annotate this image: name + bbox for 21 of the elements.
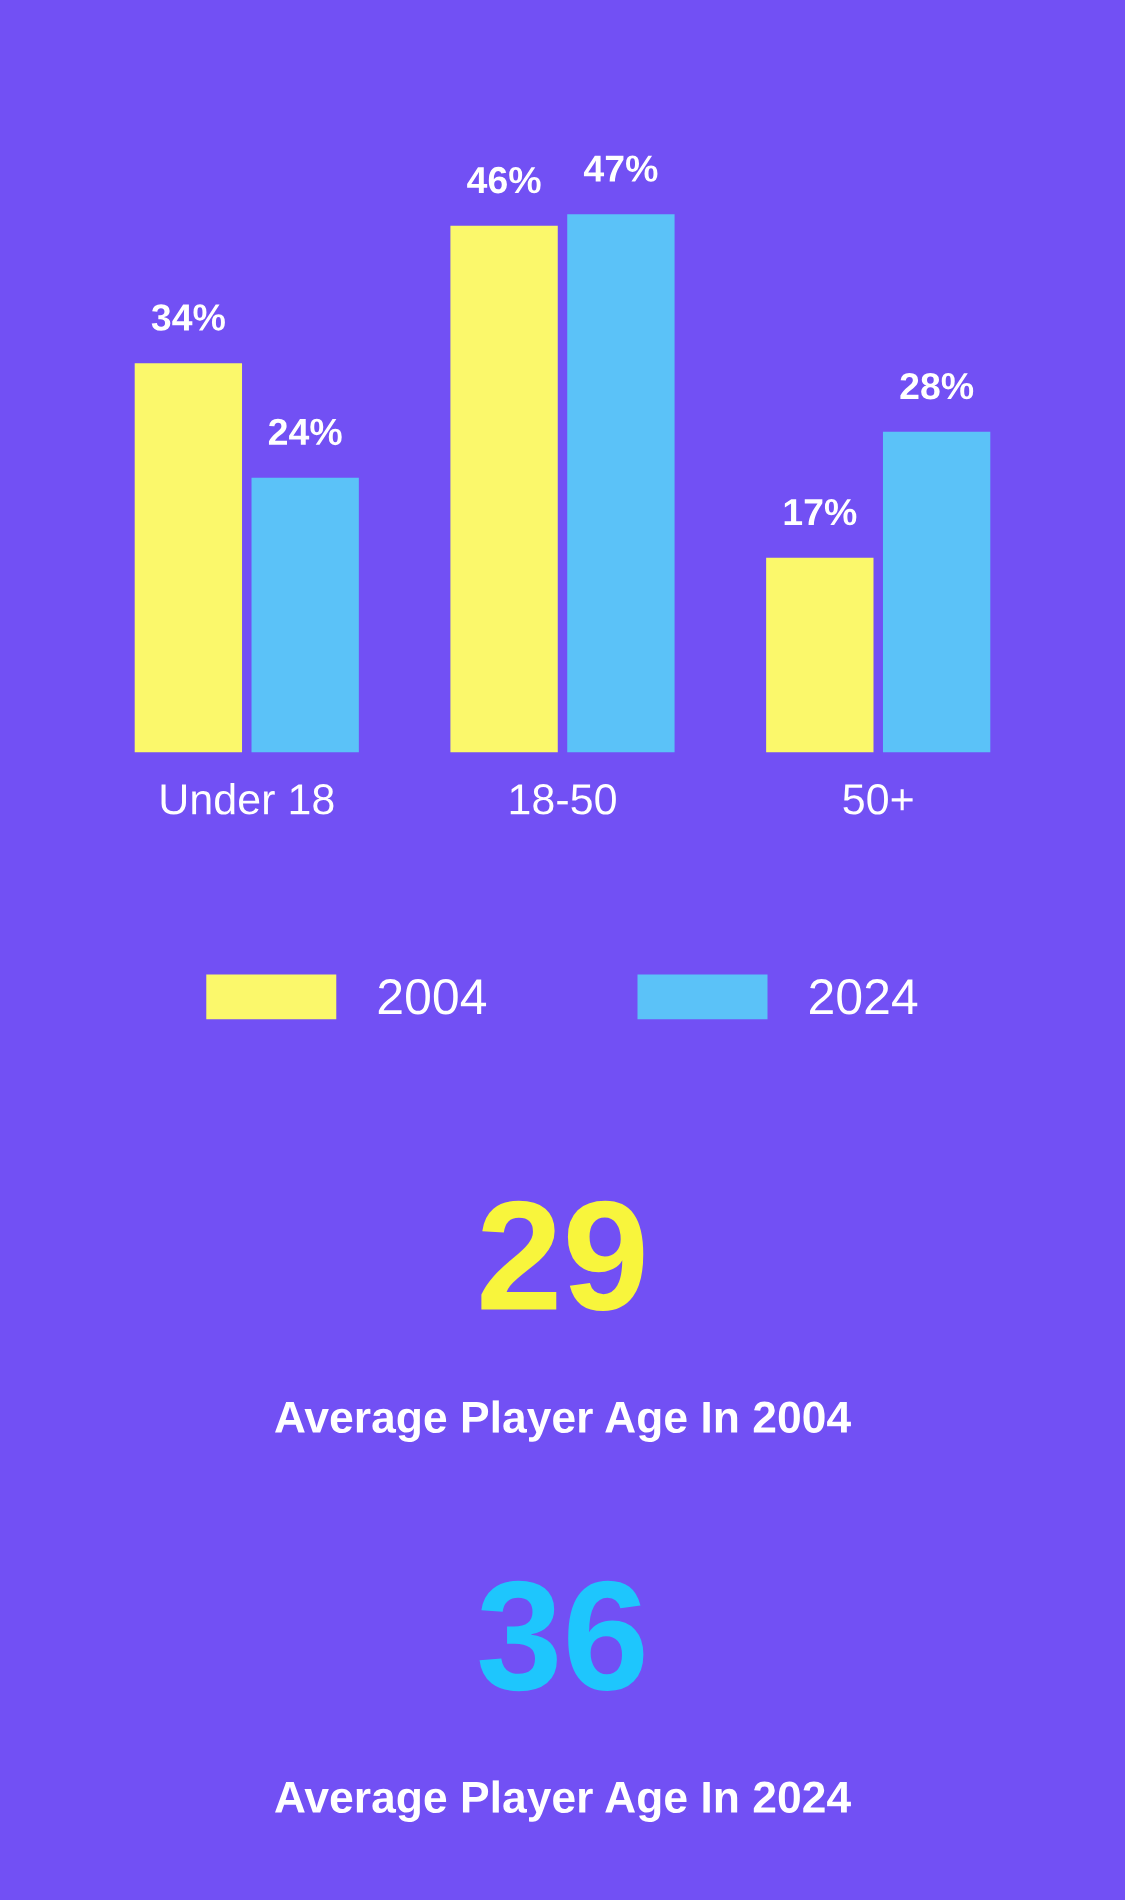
bar	[450, 225, 558, 753]
data-label: 28%	[900, 372, 974, 400]
x-tick-label: Under 18	[161, 782, 334, 815]
bar	[766, 557, 874, 753]
data-label: 29	[481, 1200, 644, 1311]
category-label: Average Player Age In 2004	[275, 1400, 851, 1443]
x-tick-label: 50+	[843, 784, 913, 815]
data-label: 24%	[268, 418, 342, 446]
bar	[567, 214, 675, 753]
legend-label: 2004	[378, 979, 487, 1015]
data-label: 46%	[467, 166, 541, 194]
legend-label: 2024	[810, 979, 918, 1015]
data-label: 34%	[151, 304, 225, 331]
bar	[251, 477, 359, 753]
x-tick-label: 18-50	[510, 784, 616, 815]
data-label: 47%	[583, 155, 658, 182]
category-label: Average Player Age In 2024	[275, 1780, 851, 1823]
data-label: 17%	[784, 498, 857, 526]
data-label: 36	[479, 1580, 644, 1692]
bar	[882, 431, 991, 753]
bar	[134, 363, 243, 753]
